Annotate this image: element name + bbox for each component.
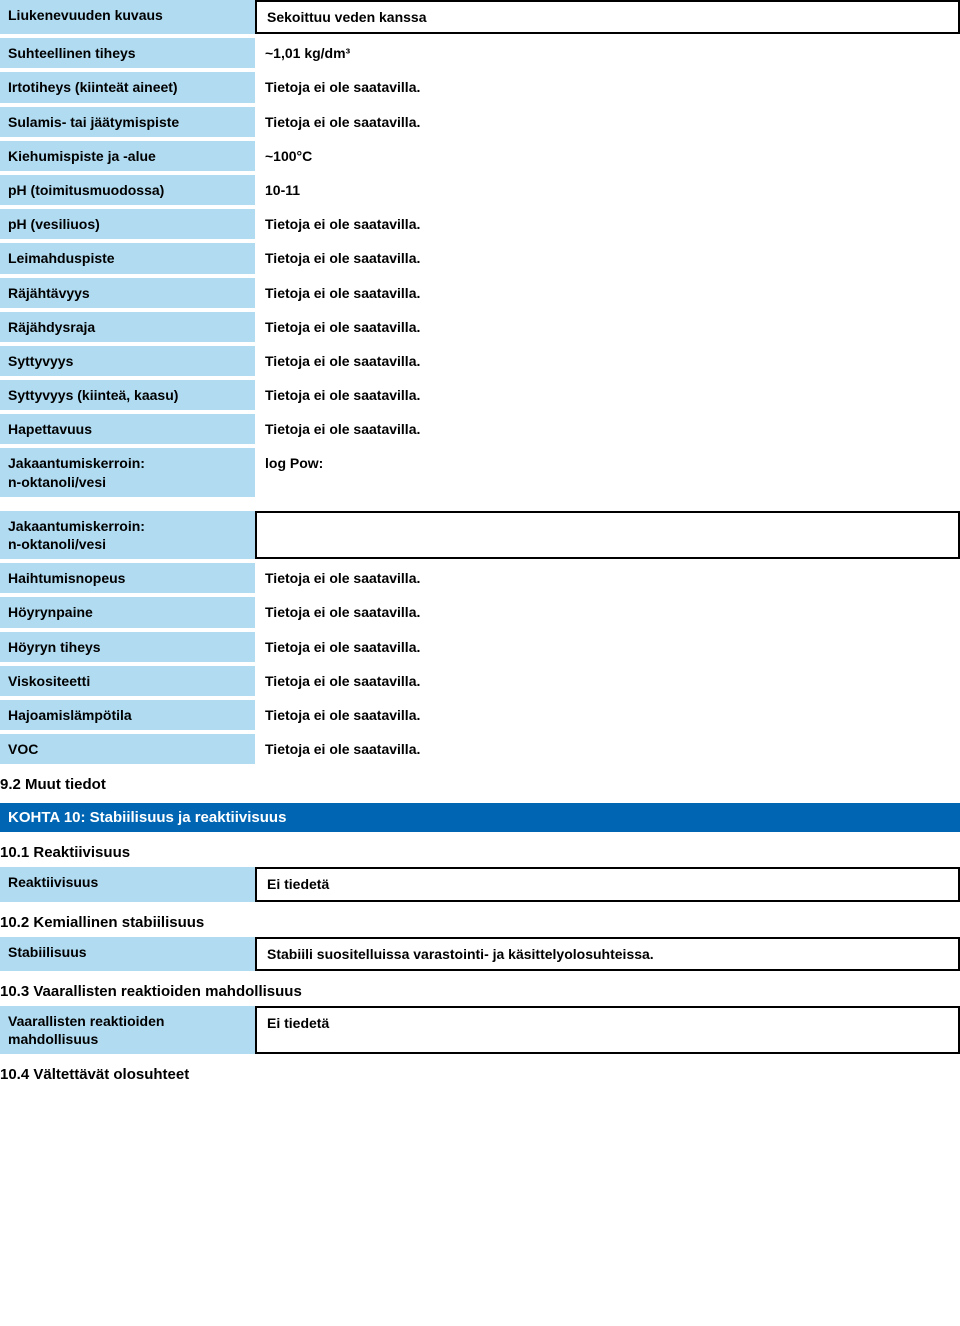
prop1-0-row: Liukenevuuden kuvausSekoittuu veden kans… <box>0 0 960 34</box>
prop1-7-row: LeimahduspisteTietoja ei ole saatavilla. <box>0 243 960 273</box>
reactivity-row: ReaktiivisuusEi tiedetä <box>0 867 960 901</box>
prop2-5-row: HajoamislämpötilaTietoja ei ole saatavil… <box>0 700 960 730</box>
prop2-5-label: Hajoamislämpötila <box>0 700 255 730</box>
prop2-1-row: HaihtumisnopeusTietoja ei ole saatavilla… <box>0 563 960 593</box>
prop1-4-value: ~100°C <box>255 141 960 171</box>
prop1-2-value: Tietoja ei ole saatavilla. <box>255 72 960 102</box>
prop1-3-value: Tietoja ei ole saatavilla. <box>255 107 960 137</box>
heading-10-2: 10.2 Kemiallinen stabiilisuus <box>0 906 960 937</box>
prop1-10-value: Tietoja ei ole saatavilla. <box>255 346 960 376</box>
heading-10-4: 10.4 Vältettävät olosuhteet <box>0 1058 960 1089</box>
prop1-12-row: HapettavuusTietoja ei ole saatavilla. <box>0 414 960 444</box>
prop2-2-row: HöyrynpaineTietoja ei ole saatavilla. <box>0 597 960 627</box>
prop2-2-label: Höyrynpaine <box>0 597 255 627</box>
prop1-9-value: Tietoja ei ole saatavilla. <box>255 312 960 342</box>
prop1-8-value: Tietoja ei ole saatavilla. <box>255 278 960 308</box>
prop1-7-value: Tietoja ei ole saatavilla. <box>255 243 960 273</box>
prop2-5-value: Tietoja ei ole saatavilla. <box>255 700 960 730</box>
prop2-1-value: Tietoja ei ole saatavilla. <box>255 563 960 593</box>
stability-label: Stabiilisuus <box>0 937 255 971</box>
prop1-3-label: Sulamis- tai jäätymispiste <box>0 107 255 137</box>
prop1-2-label: Irtotiheys (kiinteät aineet) <box>0 72 255 102</box>
prop2-3-label: Höyryn tiheys <box>0 632 255 662</box>
prop1-10-label: Syttyvyys <box>0 346 255 376</box>
stability-value: Stabiili suositelluissa varastointi- ja … <box>255 937 960 971</box>
prop1-6-label: pH (vesiliuos) <box>0 209 255 239</box>
prop1-9-row: RäjähdysrajaTietoja ei ole saatavilla. <box>0 312 960 342</box>
prop1-7-label: Leimahduspiste <box>0 243 255 273</box>
prop2-2-value: Tietoja ei ole saatavilla. <box>255 597 960 627</box>
heading-10-3: 10.3 Vaarallisten reaktioiden mahdollisu… <box>0 975 960 1006</box>
prop1-6-value: Tietoja ei ole saatavilla. <box>255 209 960 239</box>
prop1-5-label: pH (toimitusmuodossa) <box>0 175 255 205</box>
prop1-12-label: Hapettavuus <box>0 414 255 444</box>
prop1-11-row: Syttyvyys (kiinteä, kaasu)Tietoja ei ole… <box>0 380 960 410</box>
prop1-6-row: pH (vesiliuos)Tietoja ei ole saatavilla. <box>0 209 960 239</box>
prop1-5-row: pH (toimitusmuodossa)10-11 <box>0 175 960 205</box>
prop1-5-value: 10-11 <box>255 175 960 205</box>
heading-10-1: 10.1 Reaktiivisuus <box>0 836 960 867</box>
reactivity-label: Reaktiivisuus <box>0 867 255 901</box>
prop1-13-row: Jakaantumiskerroin: n-oktanoli/vesilog P… <box>0 448 960 496</box>
prop1-2-row: Irtotiheys (kiinteät aineet)Tietoja ei o… <box>0 72 960 102</box>
prop1-4-row: Kiehumispiste ja -alue~100°C <box>0 141 960 171</box>
prop2-4-row: ViskositeettiTietoja ei ole saatavilla. <box>0 666 960 696</box>
prop2-6-value: Tietoja ei ole saatavilla. <box>255 734 960 764</box>
prop2-6-label: VOC <box>0 734 255 764</box>
prop2-4-label: Viskositeetti <box>0 666 255 696</box>
prop1-13-value: log Pow: <box>255 448 960 496</box>
prop1-8-row: RäjähtävyysTietoja ei ole saatavilla. <box>0 278 960 308</box>
prop1-13-label: Jakaantumiskerroin: n-oktanoli/vesi <box>0 448 255 496</box>
prop1-12-value: Tietoja ei ole saatavilla. <box>255 414 960 444</box>
prop1-3-row: Sulamis- tai jäätymispisteTietoja ei ole… <box>0 107 960 137</box>
prop1-10-row: SyttyvyysTietoja ei ole saatavilla. <box>0 346 960 376</box>
prop1-1-row: Suhteellinen tiheys~1,01 kg/dm³ <box>0 38 960 68</box>
prop1-11-value: Tietoja ei ole saatavilla. <box>255 380 960 410</box>
prop1-0-value: Sekoittuu veden kanssa <box>255 0 960 34</box>
hazreact-row: Vaarallisten reaktioiden mahdollisuusEi … <box>0 1006 960 1054</box>
hazreact-label: Vaarallisten reaktioiden mahdollisuus <box>0 1006 255 1054</box>
prop2-6-row: VOCTietoja ei ole saatavilla. <box>0 734 960 764</box>
prop2-1-label: Haihtumisnopeus <box>0 563 255 593</box>
prop1-11-label: Syttyvyys (kiinteä, kaasu) <box>0 380 255 410</box>
prop2-3-value: Tietoja ei ole saatavilla. <box>255 632 960 662</box>
prop1-1-value: ~1,01 kg/dm³ <box>255 38 960 68</box>
prop1-8-label: Räjähtävyys <box>0 278 255 308</box>
prop1-4-label: Kiehumispiste ja -alue <box>0 141 255 171</box>
prop2-0-row: Jakaantumiskerroin: n-oktanoli/vesi <box>0 511 960 559</box>
reactivity-value: Ei tiedetä <box>255 867 960 901</box>
hazreact-value: Ei tiedetä <box>255 1006 960 1054</box>
stability-row: StabiilisuusStabiili suositelluissa vara… <box>0 937 960 971</box>
prop1-0-label: Liukenevuuden kuvaus <box>0 0 255 34</box>
prop2-0-value <box>255 511 960 559</box>
prop2-0-label: Jakaantumiskerroin: n-oktanoli/vesi <box>0 511 255 559</box>
heading-9-2: 9.2 Muut tiedot <box>0 768 960 799</box>
section-10-header: KOHTA 10: Stabiilisuus ja reaktiivisuus <box>0 803 960 832</box>
prop2-3-row: Höyryn tiheysTietoja ei ole saatavilla. <box>0 632 960 662</box>
prop1-1-label: Suhteellinen tiheys <box>0 38 255 68</box>
prop2-4-value: Tietoja ei ole saatavilla. <box>255 666 960 696</box>
prop1-9-label: Räjähdysraja <box>0 312 255 342</box>
